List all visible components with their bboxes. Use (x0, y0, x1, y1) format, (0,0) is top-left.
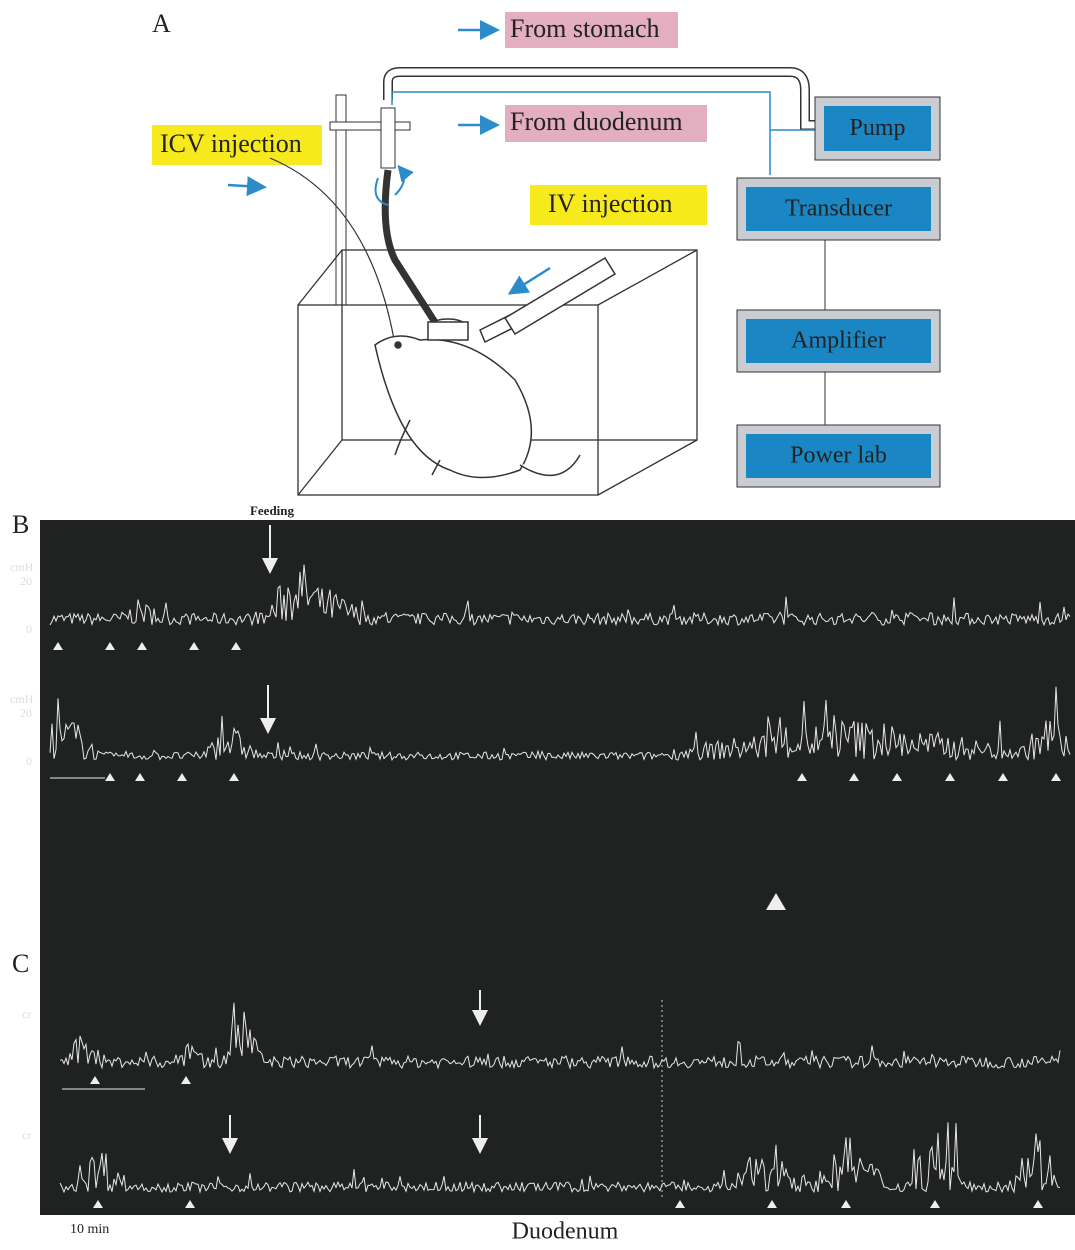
recording-bg (40, 520, 1075, 1215)
axis-tick: 0 (26, 622, 32, 636)
label: From stomach (510, 14, 660, 43)
axis-tick: 0 (26, 754, 32, 768)
device-label: Amplifier (791, 328, 886, 354)
page: {"panel_a":{"label":"A","from_stomach":"… (0, 0, 1075, 1245)
device-label: Transducer (785, 196, 892, 222)
rat (375, 319, 580, 478)
panel-label: C (12, 949, 29, 978)
caption: Duodenum (512, 1219, 619, 1245)
panel-label: A (152, 9, 171, 38)
label: From duodenum (510, 107, 683, 136)
axis-unit: cmH (10, 560, 34, 574)
scale-label: 10 min (70, 1222, 109, 1237)
margin (0, 520, 40, 1245)
panel-label: B (12, 510, 29, 539)
label: IV injection (548, 189, 672, 218)
axis-tick: 20 (20, 574, 32, 588)
arrow (228, 185, 262, 187)
axis-unit: cr (22, 1128, 31, 1142)
arrow (512, 268, 550, 292)
axis-unit: cmH (10, 692, 34, 706)
label: ICV injection (160, 129, 302, 158)
device-label: Pump (849, 115, 905, 141)
syringe (381, 108, 395, 168)
figure: A From stomach From duodenum ICV injecti… (0, 0, 1075, 1245)
axis-tick: 20 (20, 706, 32, 720)
annotation: Feeding (250, 503, 295, 518)
stand (330, 122, 410, 130)
axis-unit: cr (22, 1007, 31, 1021)
device-label: Power lab (790, 443, 887, 469)
